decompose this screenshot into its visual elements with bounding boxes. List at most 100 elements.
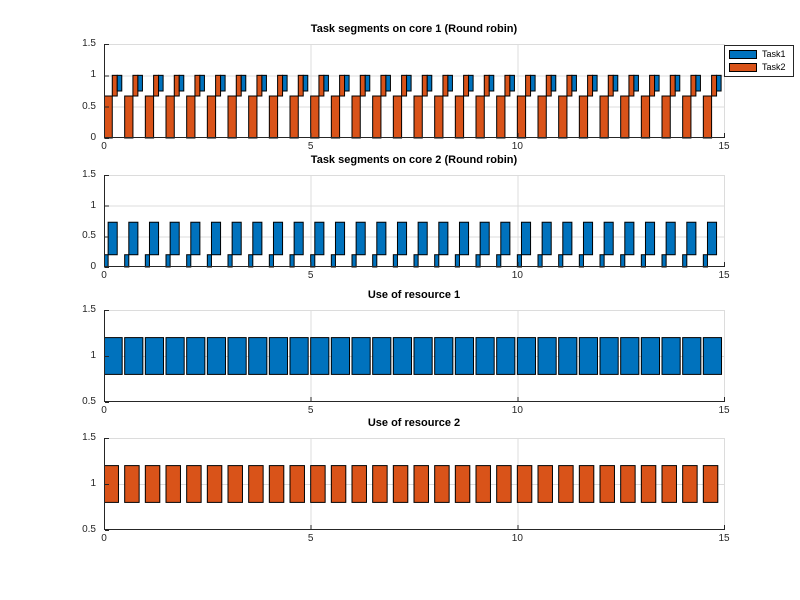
x-tick-label: 0 xyxy=(101,270,107,281)
bar-task1-segment xyxy=(231,221,242,256)
bar-task2-segment xyxy=(248,465,264,503)
bar-task1-segment xyxy=(372,254,378,268)
bar-task1-segment xyxy=(665,221,676,256)
bar-task1-segment xyxy=(509,74,515,92)
bar-task1-segment xyxy=(413,337,433,375)
bar-task2-segment xyxy=(165,465,181,503)
bar-task2-segment xyxy=(599,465,615,503)
bar-task1-segment xyxy=(702,337,723,375)
bar-task2-segment xyxy=(475,465,491,503)
bar-task2-segment xyxy=(434,95,444,139)
bar-task2-segment xyxy=(537,95,547,139)
legend-box: Task1 Task2 xyxy=(724,45,794,77)
bar-task2-segment xyxy=(206,465,223,503)
y-tick-label: 0.5 xyxy=(82,524,96,535)
bar-task2-segment xyxy=(442,74,449,97)
subplot4-title: Use of resource 2 xyxy=(367,417,461,429)
bar-task1-segment xyxy=(661,254,667,268)
bar-task1-segment xyxy=(454,254,460,268)
bar-task1-segment xyxy=(289,337,309,375)
bar-task2-segment xyxy=(318,74,325,97)
x-tick-label: 0 xyxy=(101,141,107,152)
bar-task2-segment xyxy=(289,95,299,139)
bar-task1-segment xyxy=(702,254,708,268)
bar-task2-segment xyxy=(620,95,630,139)
y-tick-label: 0.5 xyxy=(82,396,96,407)
bar-task2-segment xyxy=(111,74,118,97)
bar-task2-segment xyxy=(235,74,242,97)
bar-task2-segment xyxy=(545,74,552,97)
bar-task1-segment xyxy=(558,337,578,375)
bar-task2-segment xyxy=(268,95,279,139)
subplot2-core2-plot-area xyxy=(104,175,725,268)
bar-task1-segment xyxy=(578,254,584,268)
bar-task1-segment xyxy=(592,74,598,92)
bar-task2-segment xyxy=(669,74,676,97)
bar-task2-segment xyxy=(496,95,506,139)
bar-task2-segment xyxy=(413,95,423,139)
bar-task2-segment xyxy=(690,74,697,97)
bar-task2-segment xyxy=(454,95,465,139)
y-tick-label: 0 xyxy=(90,132,96,143)
bar-task1-segment xyxy=(438,221,449,256)
x-tick-label: 5 xyxy=(307,533,314,544)
legend-label-task2: Task2 xyxy=(762,62,786,72)
subplot2-title: Task segments on core 2 (Round robin) xyxy=(310,154,518,166)
bar-task2-segment xyxy=(537,465,553,503)
bar-task1-segment xyxy=(199,74,205,92)
bar-task2-segment xyxy=(372,465,388,503)
bar-task1-segment xyxy=(396,221,408,256)
bar-task1-segment xyxy=(314,221,325,256)
bar-task1-segment xyxy=(355,221,366,256)
bar-task1-segment xyxy=(558,254,564,268)
bar-task1-segment xyxy=(392,337,413,375)
bar-task2-segment xyxy=(248,95,258,139)
bar-task1-segment xyxy=(479,221,490,256)
bar-task2-segment xyxy=(380,74,387,97)
bar-task1-segment xyxy=(206,254,212,268)
x-tick-label: 10 xyxy=(511,533,523,544)
bar-task2-segment xyxy=(104,95,113,139)
bar-task1-segment xyxy=(165,337,185,375)
bar-task2-segment xyxy=(578,465,595,503)
bar-task2-segment xyxy=(392,465,409,503)
subplot1-title: Task segments on core 1 (Round robin) xyxy=(310,23,518,35)
bar-task1-segment xyxy=(571,74,577,92)
bar-task1-segment xyxy=(351,254,357,268)
bar-task1-segment xyxy=(537,337,557,375)
y-tick-label: 1.5 xyxy=(82,38,96,49)
bar-task2-segment xyxy=(711,74,718,97)
bar-task2-segment xyxy=(463,74,470,97)
bar-task2-segment xyxy=(475,95,485,139)
bar-task1-segment xyxy=(372,337,392,375)
subplot4-resource2-plot-area xyxy=(104,438,725,531)
bar-task1-segment xyxy=(124,254,130,268)
bar-task1-segment xyxy=(268,254,274,268)
bar-task1-segment xyxy=(496,254,502,268)
y-tick-label: 0.5 xyxy=(82,230,96,242)
bar-task1-segment xyxy=(426,74,433,92)
bar-task1-segment xyxy=(434,254,440,268)
bar-task2-segment xyxy=(124,95,134,139)
bar-task1-segment xyxy=(686,221,697,256)
bar-task1-segment xyxy=(516,337,537,375)
bar-task2-segment xyxy=(682,465,698,503)
x-tick-label: 10 xyxy=(511,270,523,281)
x-tick-label: 10 xyxy=(511,405,523,416)
bar-task1-segment xyxy=(282,74,288,92)
legend-swatch-task1 xyxy=(729,50,757,59)
bar-task1-segment xyxy=(364,74,371,92)
bar-task1-segment xyxy=(240,74,247,92)
bar-task2-segment xyxy=(661,465,677,503)
bar-task1-segment xyxy=(530,74,536,92)
bar-task2-segment xyxy=(566,74,573,97)
bar-task1-segment xyxy=(620,254,626,268)
bar-task2-segment xyxy=(372,95,382,139)
bar-task2-segment xyxy=(516,465,533,503)
bar-task1-segment xyxy=(706,221,718,256)
bar-task1-segment xyxy=(417,221,428,256)
x-tick-label: 5 xyxy=(307,270,314,281)
bar-task2-segment xyxy=(359,74,366,97)
bar-task2-segment xyxy=(640,465,657,503)
bar-task1-segment xyxy=(500,221,511,256)
